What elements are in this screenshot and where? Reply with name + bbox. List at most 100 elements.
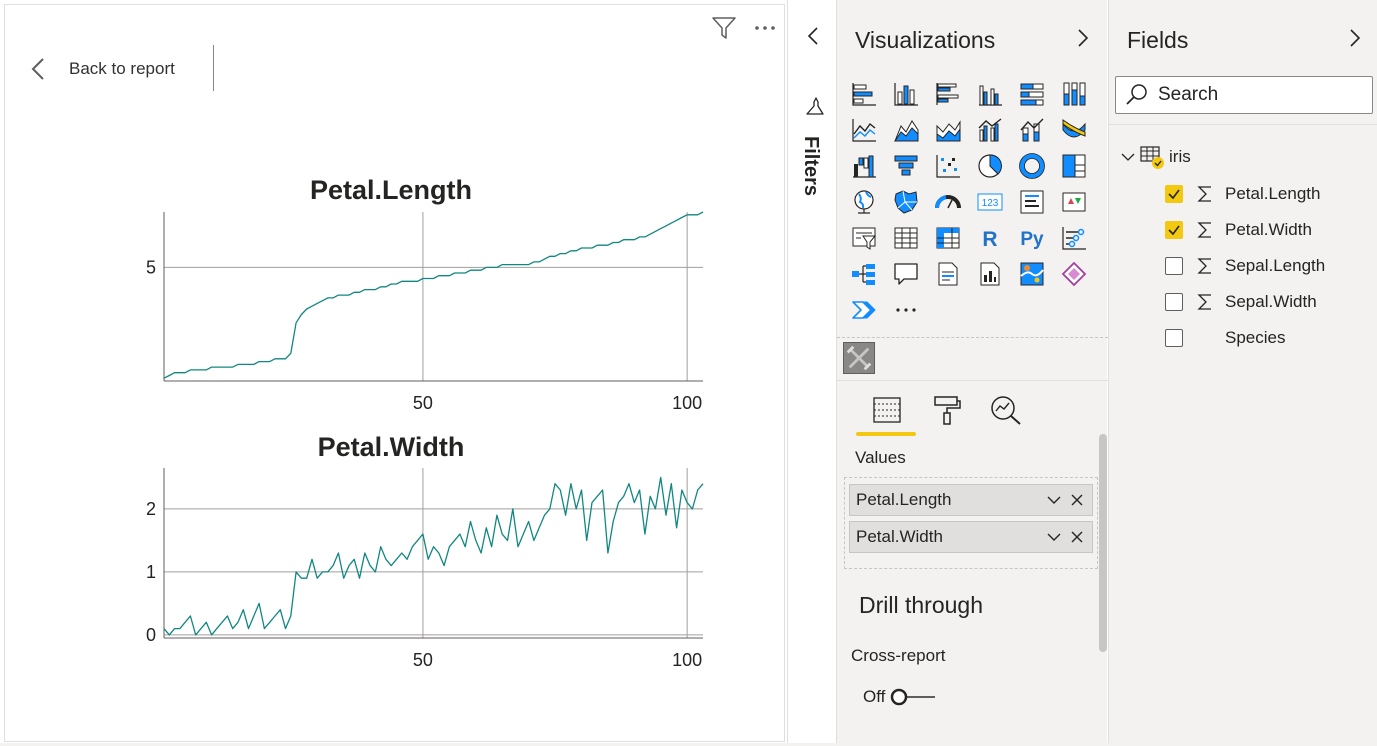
slicer-icon[interactable] [843, 220, 885, 256]
filter-icon[interactable] [805, 96, 825, 116]
close-icon[interactable] [1068, 528, 1086, 546]
chart-petal-length-series-line [163, 211, 704, 379]
search-input[interactable] [1158, 84, 1358, 106]
chart-petal-width-ytick-label: 2 [146, 499, 156, 519]
chevron-down-icon[interactable] [1119, 148, 1137, 166]
sigma-icon [1197, 186, 1211, 202]
field-checkbox[interactable] [1165, 293, 1183, 311]
power-automate-icon[interactable] [843, 292, 885, 328]
table-node-iris[interactable]: iris [1119, 144, 1191, 170]
filters-label[interactable]: Filters [800, 136, 822, 197]
field-item-sepal-length[interactable]: Sepal.Length [1165, 252, 1325, 280]
donut-chart-icon[interactable] [1011, 148, 1053, 184]
chevron-down-icon[interactable] [1044, 490, 1064, 510]
filled-map-icon[interactable] [885, 184, 927, 220]
gauge-icon[interactable] [927, 184, 969, 220]
r-visual-text: R [982, 228, 997, 251]
treemap-icon[interactable] [1053, 148, 1095, 184]
chevron-left-icon [31, 58, 44, 80]
table-icon[interactable] [885, 220, 927, 256]
card-icon[interactable]: 123 [969, 184, 1011, 220]
100-stacked-bar-chart-icon[interactable] [1011, 76, 1053, 112]
matrix-icon[interactable] [927, 220, 969, 256]
chart-petal-length-xtick-label: 100 [672, 393, 702, 413]
chart-petal-width-xtick-label: 100 [672, 650, 702, 670]
field-item-petal-length[interactable]: Petal.Length [1165, 180, 1320, 208]
chart-petal-width-ytick-label: 1 [146, 562, 156, 582]
ribbon-chart-icon[interactable] [1053, 112, 1095, 148]
field-item-species[interactable]: Species [1165, 324, 1285, 352]
funnel-icon[interactable] [885, 148, 927, 184]
field-checkbox[interactable] [1165, 185, 1183, 203]
more-visuals-icon[interactable] [885, 292, 927, 328]
chart-title-petal-width: Petal.Width [317, 432, 465, 462]
100-stacked-column-chart-icon[interactable] [1053, 76, 1095, 112]
line-chart-icon[interactable] [843, 112, 885, 148]
active-tab-indicator [856, 432, 916, 436]
header-divider [213, 45, 214, 91]
area-chart-icon[interactable] [885, 112, 927, 148]
python-visual-text: Py [1020, 229, 1044, 250]
back-to-report-button[interactable]: Back to report [25, 51, 175, 87]
r-visual-icon[interactable]: R [969, 220, 1011, 256]
values-well-label: Values [855, 448, 906, 467]
cross-report-toggle-group: Off [863, 686, 937, 708]
more-options-icon[interactable] [751, 15, 779, 41]
window-bottom-edge [0, 743, 1377, 746]
line-stacked-column-chart-icon[interactable] [1011, 112, 1053, 148]
clustered-column-chart-icon[interactable] [969, 76, 1011, 112]
waterfall-chart-icon[interactable] [843, 148, 885, 184]
field-name: Sepal.Width [1225, 292, 1317, 311]
chevron-right-icon[interactable] [1345, 26, 1365, 50]
field-item-sepal-width[interactable]: Sepal.Width [1165, 288, 1317, 316]
fields-tab-icon[interactable] [871, 394, 903, 426]
cross-report-toggle[interactable] [889, 686, 937, 708]
scatter-chart-icon[interactable] [927, 148, 969, 184]
format-paint-roller-icon[interactable] [931, 394, 963, 426]
clustered-bar-chart-icon[interactable] [927, 76, 969, 112]
values-well[interactable]: Petal.Length Petal.Width [844, 477, 1098, 569]
chevron-right-icon[interactable] [1073, 26, 1093, 50]
decomposition-tree-icon[interactable] [843, 256, 885, 292]
stacked-bar-chart-icon[interactable] [843, 76, 885, 112]
multi-row-card-icon[interactable] [1011, 184, 1053, 220]
analytics-magnifier-icon[interactable] [989, 394, 1023, 426]
paginated-report-icon[interactable] [969, 256, 1011, 292]
filter-icon[interactable] [711, 15, 737, 41]
chart-area: 5 50 100 0 1 2 50 100 [146, 211, 704, 670]
table-icon [1140, 146, 1164, 169]
pane-scrollbar[interactable] [1099, 434, 1107, 652]
well-field-petal-length[interactable]: Petal.Length [849, 484, 1093, 516]
well-field-petal-width[interactable]: Petal.Width [849, 521, 1093, 553]
report-canvas: Back to report Petal.Length Petal.Width … [4, 4, 785, 742]
chart-petal-width-ytick-label: 0 [146, 625, 156, 645]
chart-petal-length-ytick-label: 5 [146, 257, 156, 277]
fields-title: Fields [1127, 27, 1189, 53]
stacked-area-chart-icon[interactable] [927, 112, 969, 148]
close-icon[interactable] [1068, 491, 1086, 509]
field-checkbox[interactable] [1165, 329, 1183, 347]
line-clustered-column-chart-icon[interactable] [969, 112, 1011, 148]
visualizations-pane: Visualizations 123 R [836, 0, 1108, 746]
field-checkbox[interactable] [1165, 221, 1183, 239]
sigma-icon [1197, 258, 1211, 274]
kpi-icon[interactable] [1053, 184, 1095, 220]
qa-icon[interactable] [885, 256, 927, 292]
python-visual-icon[interactable]: Py [1011, 220, 1053, 256]
key-influencers-icon[interactable] [1053, 220, 1095, 256]
filters-pane: Filters [787, 0, 835, 746]
power-apps-icon[interactable] [1053, 256, 1095, 292]
custom-visual-icon[interactable] [843, 342, 875, 374]
pie-chart-icon[interactable] [969, 148, 1011, 184]
chart-petal-width-series-line [163, 476, 704, 636]
toggle-state-label: Off [863, 687, 886, 706]
map-icon[interactable] [843, 184, 885, 220]
field-item-petal-width[interactable]: Petal.Width [1165, 216, 1312, 244]
chevron-down-icon[interactable] [1044, 527, 1064, 547]
smart-narrative-icon[interactable] [927, 256, 969, 292]
field-checkbox[interactable] [1165, 257, 1183, 275]
arcgis-map-icon[interactable] [1011, 256, 1053, 292]
back-to-report-label: Back to report [69, 59, 175, 78]
chevron-left-icon[interactable] [802, 24, 824, 48]
stacked-column-chart-icon[interactable] [885, 76, 927, 112]
